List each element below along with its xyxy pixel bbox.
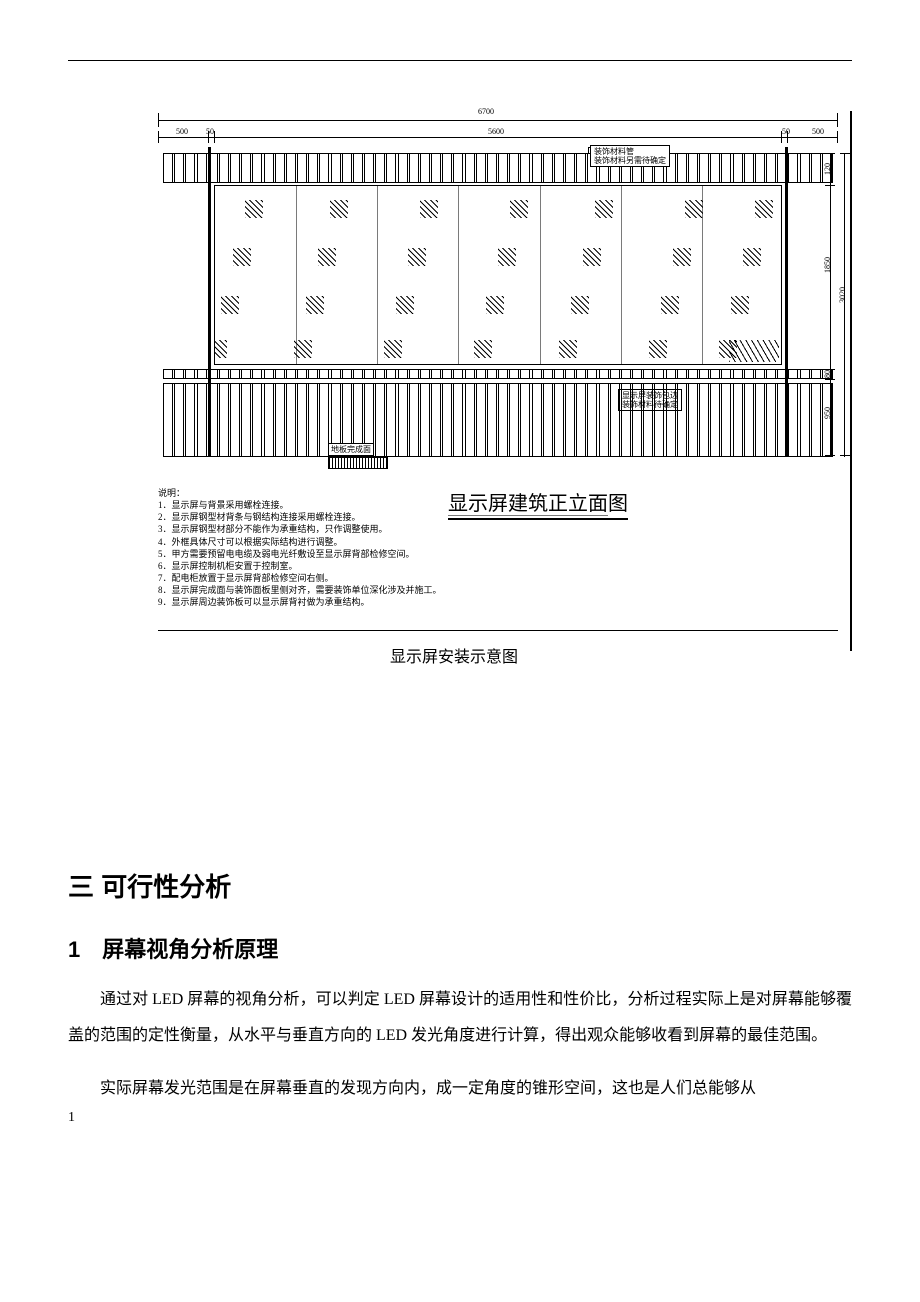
note-item: 1．显示屏与背景采用螺栓连接。 — [158, 499, 458, 511]
dim-right-ladder: 120 1850 80 950 3020 — [822, 147, 862, 457]
screen-glass-area — [214, 185, 782, 365]
dim-overall-label: 6700 — [478, 107, 494, 116]
elevation-figure: 6700 500 50 5600 50 500 — [158, 111, 838, 457]
stripe-band-top — [163, 153, 833, 183]
paragraph-1: 通过对 LED 屏幕的视角分析，可以判定 LED 屏幕设计的适用性和性价比，分析… — [68, 982, 852, 1052]
figure-notes: 说明： 1．显示屏与背景采用螺栓连接。2．显示屏钢型材背条与钢结构连接采用螺栓连… — [158, 487, 458, 608]
page-top-rule — [68, 60, 852, 61]
page-number: 1 — [68, 1110, 75, 1126]
note-item: 5．甲方需要预留电电缆及弱电光纤敷设至显示屏背部检修空间。 — [158, 548, 458, 560]
note-item: 7．配电柜放置于显示屏背部检修空间右侧。 — [158, 572, 458, 584]
elevation-body: 装饰材料管装饰材料另需待确定 显示屏装饰包边装饰材料待确定 地板完成面 — [158, 147, 838, 457]
note-item: 4．外框具体尺寸可以根据实际结构进行调整。 — [158, 536, 458, 548]
dim-v-total: 3020 — [838, 287, 847, 303]
callout-top: 装饰材料管装饰材料另需待确定 — [590, 145, 670, 167]
figure-caption: 显示屏安装示意图 — [68, 643, 840, 667]
note-item: 3．显示屏钢型材部分不能作为承重结构，只作调整使用。 — [158, 523, 458, 535]
dim-center: 5600 — [488, 127, 504, 136]
dim-right-margin: 500 — [812, 127, 824, 136]
callout-top-line1: 装饰材料管装饰材料另需待确定 — [594, 147, 666, 165]
section-title: 三 可行性分析 — [68, 867, 852, 904]
dim-v-bottom: 950 — [823, 407, 832, 419]
dim-v-screen: 1850 — [823, 257, 832, 273]
dim-left-gap: 50 — [206, 127, 214, 136]
note-item: 2．显示屏钢型材背条与钢结构连接采用螺栓连接。 — [158, 511, 458, 523]
floor-hatch: 地板完成面 — [328, 439, 388, 457]
figure-lower: 显示屏建筑正立面图 说明： 1．显示屏与背景采用螺栓连接。2．显示屏钢型材背条与… — [158, 487, 838, 608]
dim-sub-row: 500 50 5600 50 500 — [158, 129, 838, 145]
figure-bottom-rule — [158, 630, 838, 631]
paragraph-2: 实际屏幕发光范围是在屏幕垂直的发现方向内，成一定角度的锥形空间，这也是人们总能够… — [68, 1071, 852, 1106]
stripe-band-mid — [163, 369, 833, 379]
figure-block: 6700 500 50 5600 50 500 — [68, 111, 852, 667]
dim-v-top: 120 — [823, 163, 832, 175]
subsection-title: 1 屏幕视角分析原理 — [68, 932, 852, 964]
floor-label: 地板完成面 — [328, 443, 374, 456]
dim-left-margin: 500 — [176, 127, 188, 136]
note-item: 6．显示屏控制机柜安置于控制室。 — [158, 560, 458, 572]
dim-right-gap: 50 — [782, 127, 790, 136]
note-item: 8．显示屏完成面与装饰面板里侧对齐，需要装饰单位深化涉及并施工。 — [158, 584, 458, 596]
stripe-band-bottom — [163, 383, 833, 457]
note-item: 9．显示屏周边装饰板可以显示屏背衬做为承重结构。 — [158, 596, 458, 608]
dim-v-band: 80 — [823, 370, 832, 378]
notes-heading: 说明： — [158, 487, 458, 499]
